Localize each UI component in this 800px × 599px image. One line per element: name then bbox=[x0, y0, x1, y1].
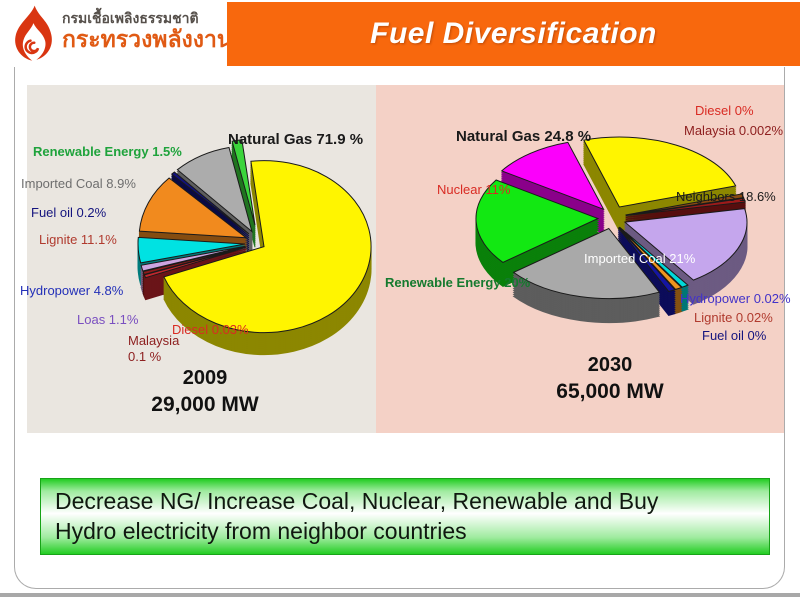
org-name-line2: กระทรวงพลังงาน bbox=[62, 25, 233, 52]
label-fuel-oil-2009: Fuel oil 0.2% bbox=[31, 205, 107, 220]
label-hydropower-2009: Hydropower 4.8% bbox=[20, 283, 124, 298]
year-2009: 2009 bbox=[182, 367, 228, 389]
capacity-2030: 65,000 MW bbox=[556, 380, 664, 403]
capacity-2009: 29,000 MW bbox=[151, 393, 259, 416]
label-natural-gas-2009: Natural Gas 71.9 % bbox=[228, 131, 364, 148]
label-imported-coal-2030: Imported Coal 21% bbox=[584, 251, 696, 266]
flame-spiral bbox=[24, 39, 40, 55]
label-diesel-2009: Diesel 0.03% bbox=[172, 322, 249, 337]
year-capacity-2030: 2030 65,000 MW bbox=[535, 352, 685, 405]
conclusion-line2: Hydro electricity from neighbor countrie… bbox=[55, 518, 467, 545]
label-neighbors-2030: Neighbors 18.6% bbox=[676, 189, 776, 204]
flame-shape bbox=[15, 5, 52, 61]
conclusion-banner: Decrease NG/ Increase Coal, Nuclear, Ren… bbox=[40, 478, 770, 555]
page-title: Fuel Diversification bbox=[370, 17, 657, 50]
header: กรมเชื้อเพลิงธรรมชาติ กระทรวงพลังงาน Fue… bbox=[0, 0, 800, 68]
label-imported-coal-2009: Imported Coal 8.9% bbox=[21, 176, 136, 191]
label-renewable-2030: Renewable Energy 20% bbox=[385, 275, 531, 290]
org-name: กรมเชื้อเพลิงธรรมชาติ กระทรวงพลังงาน bbox=[62, 10, 262, 52]
label-hydropower-2030: Hydropower 0.02% bbox=[680, 291, 791, 306]
label-lignite-2009: Lignite 11.1% bbox=[39, 232, 117, 247]
conclusion-line1: Decrease NG/ Increase Coal, Nuclear, Ren… bbox=[55, 488, 659, 514]
label-nuclear-2030: Nuclear 11% bbox=[437, 182, 511, 197]
label-renewable-2009: Renewable Energy 1.5% bbox=[33, 144, 182, 159]
label-diesel-2030: Diesel 0% bbox=[695, 103, 754, 118]
label-natural-gas-2030: Natural Gas 24.8 % bbox=[456, 128, 592, 145]
label-malaysia-2030: Malaysia 0.002% bbox=[684, 123, 783, 138]
year-2030: 2030 bbox=[587, 354, 633, 376]
slide-bottom-edge bbox=[0, 593, 800, 597]
label-lignite-2030: Lignite 0.02% bbox=[694, 310, 773, 325]
label-loas-2009: Loas 1.1% bbox=[77, 312, 139, 327]
label-malaysia-2009: Malaysia 0.1 % bbox=[128, 333, 180, 364]
ministry-flame-logo-icon bbox=[15, 5, 52, 61]
title-banner: Fuel Diversification bbox=[227, 2, 800, 66]
label-fuel-oil-2030: Fuel oil 0% bbox=[702, 328, 767, 343]
year-capacity-2009: 2009 29,000 MW bbox=[130, 365, 280, 418]
org-name-line1: กรมเชื้อเพลิงธรรมชาติ bbox=[62, 10, 199, 26]
